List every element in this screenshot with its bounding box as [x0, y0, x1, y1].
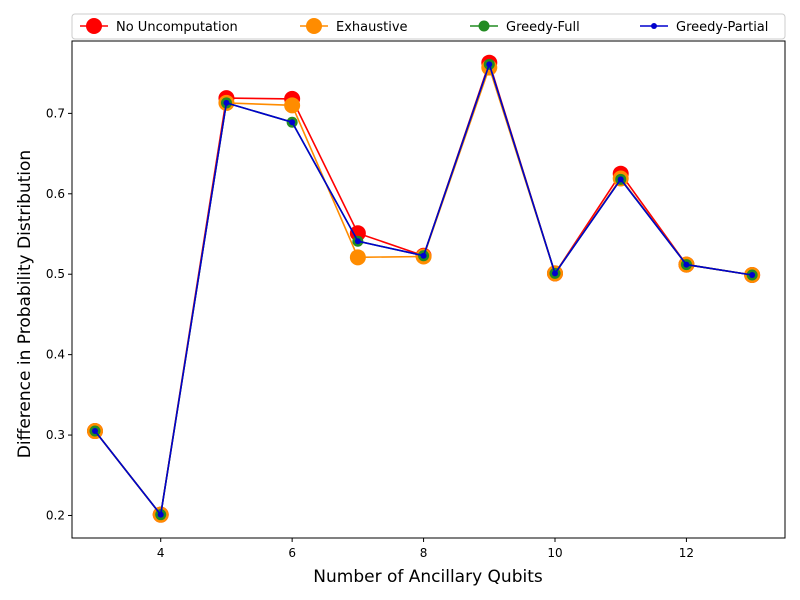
legend-marker: [651, 23, 657, 29]
legend-item: No Uncomputation: [80, 18, 238, 35]
x-tick-label: 6: [288, 546, 296, 560]
data-point: [157, 511, 164, 518]
data-point: [92, 428, 98, 435]
data-point: [349, 225, 366, 242]
legend-item: Exhaustive: [300, 18, 408, 35]
y-axis-label: Difference in Probability Distribution: [15, 150, 35, 458]
data-point: [284, 97, 301, 114]
series-0: [87, 54, 761, 523]
series-line: [94, 61, 753, 517]
y-tick-label: 0.6: [46, 187, 65, 201]
data-point: [289, 119, 296, 126]
y-tick-label: 0.3: [46, 428, 65, 442]
legend-marker: [306, 18, 322, 34]
legend-item: Greedy-Partial: [640, 20, 768, 35]
data-point: [486, 61, 493, 68]
x-tick-label: 10: [547, 546, 562, 560]
data-point: [552, 270, 558, 277]
legend-label: No Uncomputation: [116, 20, 238, 35]
x-tick-label: 4: [157, 546, 165, 560]
legend-frame: [71, 13, 786, 40]
y-tick-label: 0.2: [46, 508, 65, 522]
data-point: [354, 238, 361, 245]
series-line: [94, 60, 753, 517]
y-tick-label: 0.4: [46, 348, 65, 362]
x-tick-label: 12: [679, 546, 694, 560]
y-tick-label: 0.5: [46, 267, 65, 281]
plot-area: [87, 54, 761, 523]
legend-marker: [478, 20, 490, 32]
x-axis-label: Number of Ancillary Qubits: [313, 567, 543, 587]
data-point: [683, 261, 690, 268]
legend-label: Greedy-Partial: [676, 20, 768, 35]
legend-label: Exhaustive: [336, 20, 408, 35]
legend: No Uncomputation Exhaustive Greedy-Full Gre…: [71, 13, 786, 40]
axes: 4 6 8 10 12 0.2 0.3 0.4 0.5 0.6 0.7: [46, 40, 786, 560]
data-point: [349, 249, 366, 266]
series-1: [87, 59, 761, 523]
series-3: [92, 61, 756, 518]
legend-marker: [86, 18, 102, 34]
data-point: [420, 252, 427, 259]
series-line: [94, 61, 753, 517]
y-tick-label: 0.7: [46, 106, 65, 120]
plot-frame: [71, 40, 786, 539]
series-2: [89, 58, 758, 521]
data-point: [223, 99, 230, 106]
legend-item: Greedy-Full: [470, 20, 580, 35]
data-point: [749, 272, 756, 279]
data-point: [617, 176, 624, 183]
legend-label: Greedy-Full: [506, 20, 580, 35]
x-tick-label: 8: [420, 546, 428, 560]
series-line: [94, 64, 753, 517]
